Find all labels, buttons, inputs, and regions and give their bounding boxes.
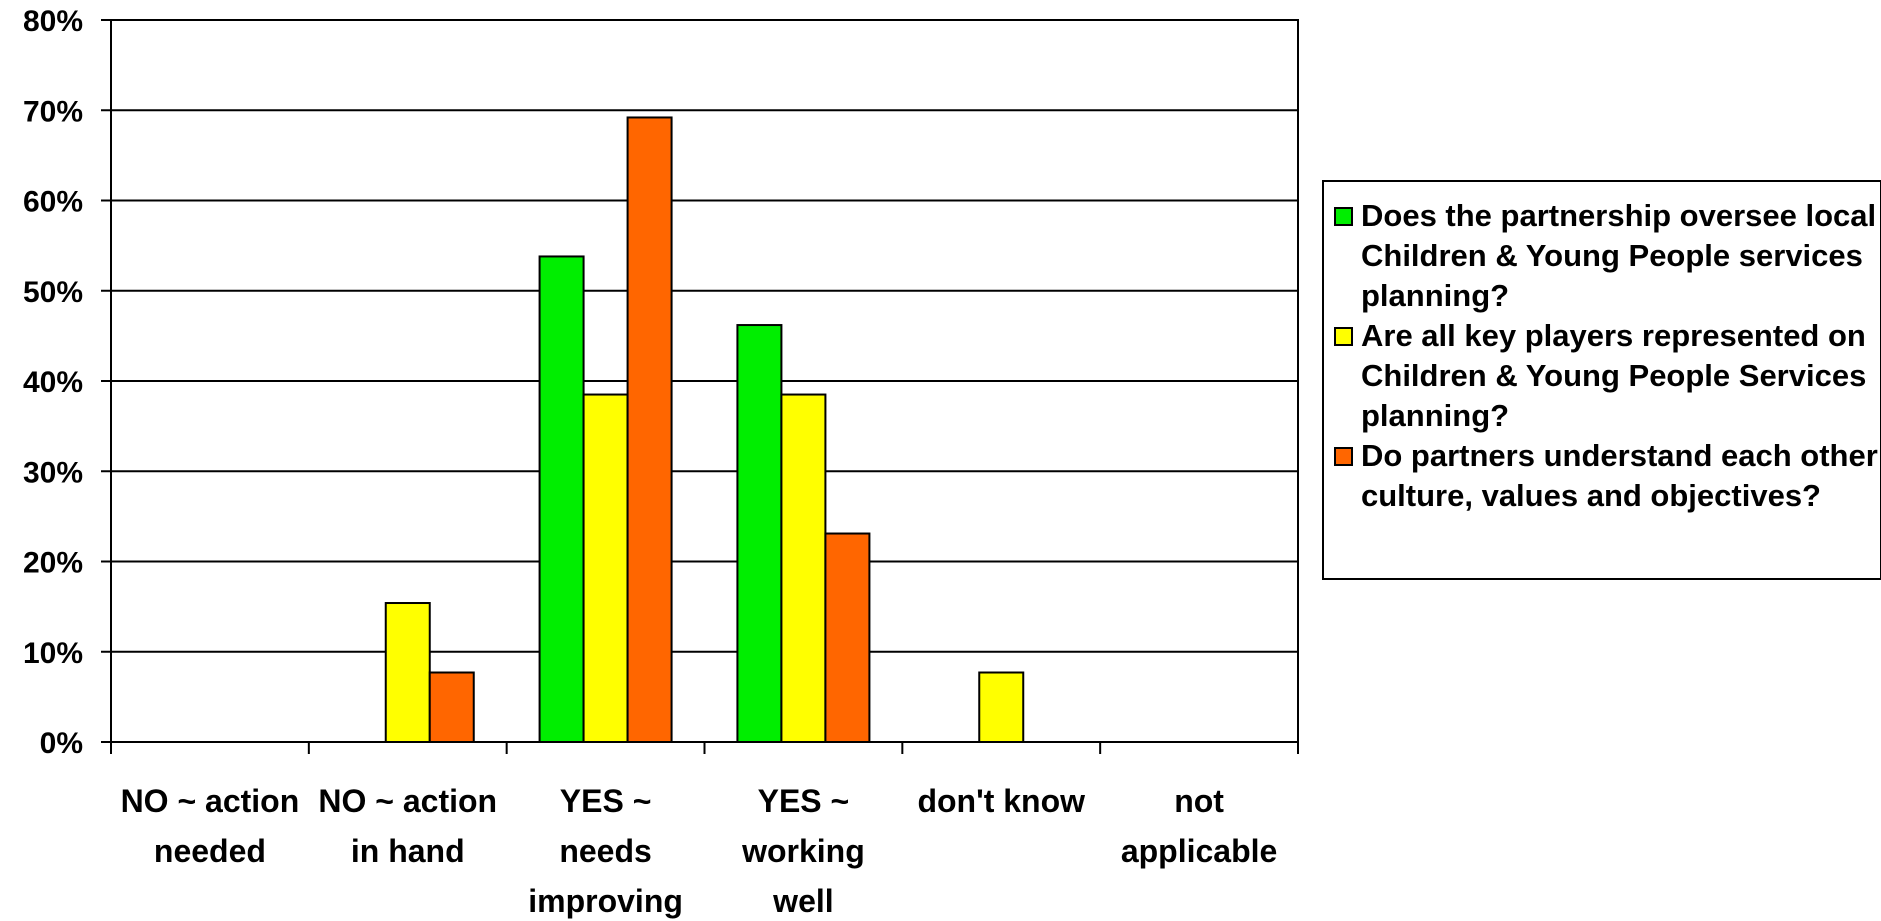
x-category-label: well xyxy=(772,883,833,919)
legend-label-line: culture, values and objectives? xyxy=(1361,478,1821,513)
bar-series-3 xyxy=(428,671,475,744)
chart-legend: Does the partnership oversee local Child… xyxy=(1322,180,1881,580)
y-tick-label: 60% xyxy=(23,186,83,219)
bar-series-2 xyxy=(384,602,431,744)
x-category-label: applicable xyxy=(1121,833,1278,869)
legend-swatch-series-3 xyxy=(1334,447,1353,466)
y-tick-label: 10% xyxy=(23,637,83,670)
legend-item-series-3: Do partners understand each other cultur… xyxy=(1334,436,1880,516)
legend-label-line: Do partners understand each other xyxy=(1361,438,1878,473)
legend-label-line: Are all key players represented on xyxy=(1361,318,1866,353)
bar-series-1 xyxy=(736,324,783,743)
legend-item-series-2: Are all key players represented on Child… xyxy=(1334,316,1880,436)
legend-label-series-3: Do partners understand each other cultur… xyxy=(1361,436,1878,516)
bar-series-2 xyxy=(582,393,629,743)
x-category-label: NO ~ action xyxy=(121,783,300,819)
y-tick-label: 20% xyxy=(23,547,83,580)
legend-swatch-series-1 xyxy=(1334,207,1353,226)
x-category-label: in hand xyxy=(351,833,465,869)
x-category-label: NO ~ action xyxy=(318,783,497,819)
bar-series-3 xyxy=(824,532,871,744)
x-category-label: don't know xyxy=(917,783,1085,819)
legend-label-series-2: Are all key players represented on Child… xyxy=(1361,316,1866,436)
legend-label-line: Does the partnership oversee local xyxy=(1361,198,1877,233)
y-tick-label: 50% xyxy=(23,276,83,309)
bar-series-1 xyxy=(538,255,585,743)
y-tick-label: 40% xyxy=(23,366,83,399)
legend-label-series-1: Does the partnership oversee local Child… xyxy=(1361,196,1876,316)
x-category-label: improving xyxy=(528,883,683,919)
x-category-label: YES ~ xyxy=(560,783,652,819)
y-tick-label: 70% xyxy=(23,95,83,128)
bar-series-2 xyxy=(978,671,1025,744)
legend-label-line: Children & Young People Services xyxy=(1361,358,1867,393)
y-tick-label: 0% xyxy=(40,727,83,760)
x-category-label: working xyxy=(741,833,865,869)
bar-series-3 xyxy=(626,116,673,744)
y-tick-label: 30% xyxy=(23,456,83,489)
legend-label-line: planning? xyxy=(1361,398,1510,433)
legend-label-line: Children & Young People services xyxy=(1361,238,1863,273)
legend-swatch-series-2 xyxy=(1334,327,1353,346)
x-category-label: YES ~ xyxy=(758,783,850,819)
legend-label-line: planning? xyxy=(1361,278,1510,313)
x-category-label: needs xyxy=(559,833,651,869)
legend-item-series-1: Does the partnership oversee local Child… xyxy=(1334,196,1880,316)
x-category-label: not xyxy=(1174,783,1224,819)
bar-series-2 xyxy=(780,393,827,743)
x-category-label: needed xyxy=(154,833,266,869)
y-tick-label: 80% xyxy=(23,5,83,38)
